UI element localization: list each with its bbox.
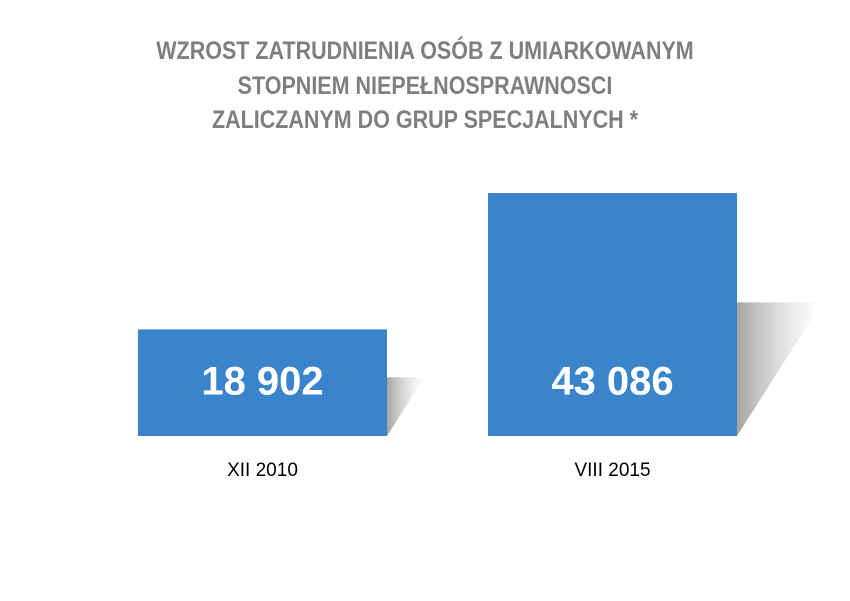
x-tick-label: VIII 2015 bbox=[574, 460, 650, 481]
bar-shadow bbox=[737, 302, 823, 436]
bar bbox=[138, 329, 387, 436]
chart-title: WZROST ZATRUDNIENIA OSÓB Z UMIARKOWANYM … bbox=[156, 37, 694, 134]
value-label: 43 086 bbox=[551, 360, 673, 404]
x-tick-label: XII 2010 bbox=[227, 460, 298, 481]
bar-shadow bbox=[387, 377, 425, 436]
bar bbox=[488, 193, 737, 436]
value-label: 18 902 bbox=[201, 360, 323, 404]
